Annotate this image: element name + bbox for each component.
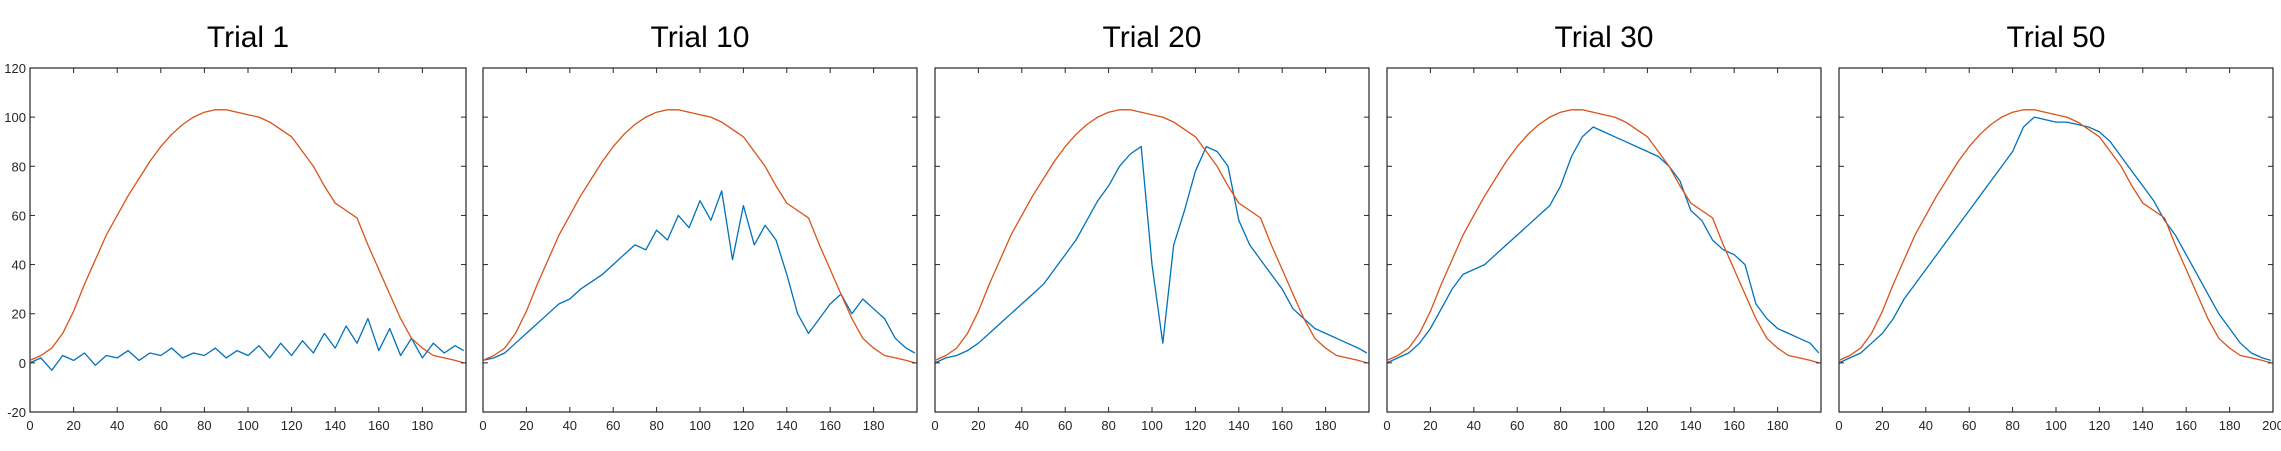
x-tick-label: 80 — [197, 418, 211, 433]
x-tick-label: 160 — [368, 418, 390, 433]
x-tick-label: 40 — [110, 418, 124, 433]
axes-box — [29, 67, 467, 413]
x-tick-label: 20 — [971, 418, 985, 433]
x-tick-label: 0 — [1835, 418, 1842, 433]
x-tick-label: 80 — [649, 418, 663, 433]
x-tick-label: 80 — [1101, 418, 1115, 433]
x-tick-label: 140 — [1228, 418, 1250, 433]
x-tick-label: 180 — [1315, 418, 1337, 433]
x-tick-label: 0 — [26, 418, 33, 433]
panel-title: Trial 1 — [207, 21, 289, 54]
y-tick-label: 40 — [12, 258, 26, 273]
x-tick-label: 120 — [1185, 418, 1207, 433]
chart-panel-3: Trial 20 0 20 40 60 80 100 120 140 160 180 — [931, 21, 1370, 433]
series-line-2 — [1387, 109, 1819, 364]
x-tick-label: 160 — [1723, 418, 1745, 433]
x-tick-label: 60 — [1058, 418, 1072, 433]
series-line-1 — [483, 190, 916, 362]
x-tick-label: 60 — [1962, 418, 1976, 433]
axes-box — [1838, 67, 2274, 413]
x-tick-label: 120 — [281, 418, 303, 433]
y-tick-label: -20 — [7, 405, 26, 420]
x-tick-label: 180 — [2219, 418, 2241, 433]
axes-box — [1386, 67, 1822, 413]
x-tick-label: 40 — [563, 418, 577, 433]
series-line-1 — [1387, 126, 1820, 364]
panel-title: Trial 20 — [1103, 21, 1202, 54]
axes-box — [934, 67, 1370, 413]
x-tick-label: 140 — [324, 418, 346, 433]
panel-title: Trial 10 — [651, 21, 750, 54]
x-tick-label: 40 — [1467, 418, 1481, 433]
y-tick-label: 80 — [12, 159, 26, 174]
x-tick-label: 180 — [412, 418, 434, 433]
series-line-1 — [30, 317, 465, 371]
x-tick-label: 120 — [1637, 418, 1659, 433]
series-line-2 — [935, 109, 1367, 364]
x-tick-label: 20 — [66, 418, 80, 433]
panel-title: Trial 30 — [1555, 21, 1654, 54]
x-tick-label: 100 — [689, 418, 711, 433]
y-tick-label: 120 — [4, 61, 26, 76]
x-tick-label: 200 — [2262, 418, 2281, 433]
chart-panel-5: Trial 50 0 20 40 60 80 100 120 140 160 180 200 — [1835, 21, 2281, 433]
x-tick-label: 120 — [2089, 418, 2111, 433]
series-line-2 — [30, 109, 464, 364]
x-tick-label: 40 — [1015, 418, 1029, 433]
chart-panel-2: Trial 10 0 20 40 60 80 100 120 140 160 180 — [479, 21, 918, 433]
x-tick-label: 0 — [931, 418, 938, 433]
x-tick-label: 160 — [1271, 418, 1293, 433]
x-tick-label: 60 — [1510, 418, 1524, 433]
x-tick-label: 160 — [819, 418, 841, 433]
y-tick-label: 20 — [12, 307, 26, 322]
x-tick-label: 60 — [154, 418, 168, 433]
series-line-2 — [1839, 109, 2271, 364]
x-tick-label: 0 — [1383, 418, 1390, 433]
y-tick-label: 0 — [19, 356, 26, 371]
y-tick-label: 60 — [12, 208, 26, 223]
series-line-1 — [1839, 116, 2271, 364]
x-tick-label: 80 — [1553, 418, 1567, 433]
x-tick-label: 40 — [1919, 418, 1933, 433]
chart-panel-1: Trial 10 20 40 60 80 100 120 140 160 180-20020406… — [4, 21, 467, 433]
x-tick-label: 180 — [1767, 418, 1789, 433]
chart-panel-4: Trial 30 0 20 40 60 80 100 120 140 160 180 — [1383, 21, 1822, 433]
series-line-1 — [935, 145, 1368, 364]
x-tick-label: 160 — [2175, 418, 2197, 433]
series-line-2 — [483, 109, 915, 364]
x-tick-label: 140 — [776, 418, 798, 433]
y-tick-label: 100 — [4, 110, 26, 125]
x-tick-label: 60 — [606, 418, 620, 433]
x-tick-label: 180 — [863, 418, 885, 433]
x-tick-label: 100 — [2045, 418, 2067, 433]
x-tick-label: 20 — [1423, 418, 1437, 433]
x-tick-label: 100 — [1141, 418, 1163, 433]
x-tick-label: 20 — [519, 418, 533, 433]
x-tick-label: 140 — [1680, 418, 1702, 433]
x-tick-label: 100 — [237, 418, 259, 433]
x-tick-label: 120 — [733, 418, 755, 433]
axes-box — [482, 67, 918, 413]
x-tick-label: 140 — [2132, 418, 2154, 433]
x-tick-label: 100 — [1593, 418, 1615, 433]
panel-title: Trial 50 — [2007, 21, 2106, 54]
x-tick-label: 80 — [2005, 418, 2019, 433]
x-tick-label: 20 — [1875, 418, 1889, 433]
x-tick-label: 0 — [479, 418, 486, 433]
